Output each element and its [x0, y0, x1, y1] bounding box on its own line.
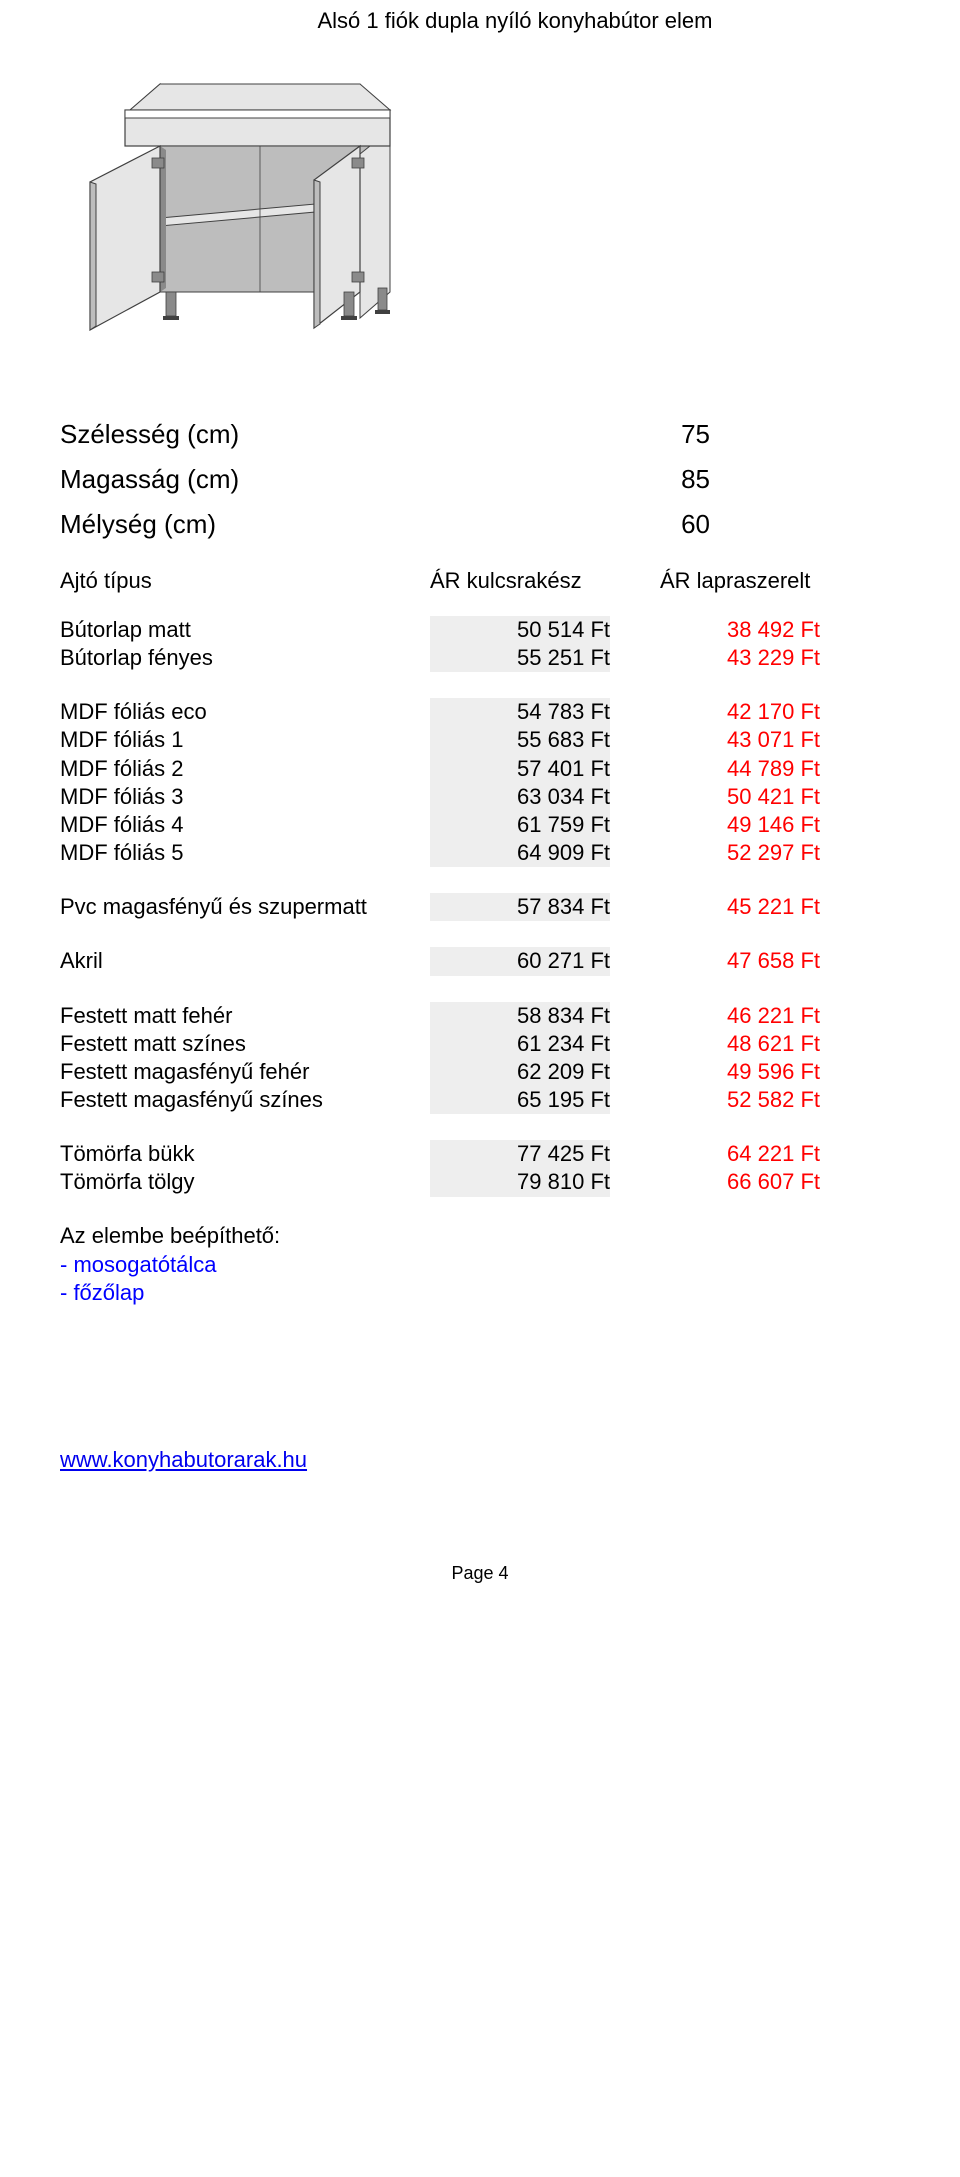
price-ready: 60 271 Ft [430, 947, 610, 975]
table-row: Bútorlap fényes55 251 Ft43 229 Ft [60, 644, 900, 672]
builtin-item: - főzőlap [60, 1279, 900, 1307]
table-row: Bútorlap matt50 514 Ft38 492 Ft [60, 616, 900, 644]
price-ready: 57 401 Ft [430, 755, 610, 783]
table-row: Festett magasfényű színes65 195 Ft52 582… [60, 1086, 900, 1114]
table-row: Festett matt színes61 234 Ft48 621 Ft [60, 1030, 900, 1058]
builtin-title: Az elembe beépíthető: [60, 1223, 900, 1249]
price-flat: 49 596 Ft [610, 1058, 820, 1086]
row-label: Tömörfa bükk [60, 1140, 430, 1168]
dim-width: Szélesség (cm) 75 [60, 419, 900, 450]
price-flat: 64 221 Ft [610, 1140, 820, 1168]
dim-depth: Mélység (cm) 60 [60, 509, 900, 540]
footer-link[interactable]: www.konyhabutorarak.hu [60, 1447, 900, 1473]
price-flat: 47 658 Ft [610, 947, 820, 975]
price-flat: 66 607 Ft [610, 1168, 820, 1196]
page-title: Alsó 1 fiók dupla nyíló konyhabútor elem [130, 8, 900, 34]
price-ready: 57 834 Ft [430, 893, 610, 921]
price-ready: 50 514 Ft [430, 616, 610, 644]
row-label: MDF fóliás eco [60, 698, 430, 726]
table-row: MDF fóliás eco54 783 Ft42 170 Ft [60, 698, 900, 726]
page-number: Page 4 [60, 1563, 900, 1584]
price-ready: 58 834 Ft [430, 1002, 610, 1030]
price-table: Ajtó típus ÁR kulcsrakész ÁR lapraszerel… [60, 568, 900, 1197]
table-row: Festett matt fehér58 834 Ft46 221 Ft [60, 1002, 900, 1030]
row-label: MDF fóliás 3 [60, 783, 430, 811]
row-label: Festett magasfényű színes [60, 1086, 430, 1114]
row-label: Festett matt színes [60, 1030, 430, 1058]
dim-height: Magasság (cm) 85 [60, 464, 900, 495]
row-label: Festett matt fehér [60, 1002, 430, 1030]
table-row: MDF fóliás 363 034 Ft50 421 Ft [60, 783, 900, 811]
cabinet-illustration [60, 54, 900, 339]
dim-height-label: Magasság (cm) [60, 464, 570, 495]
price-ready: 54 783 Ft [430, 698, 610, 726]
price-ready: 63 034 Ft [430, 783, 610, 811]
row-label: Tömörfa tölgy [60, 1168, 430, 1196]
price-flat: 45 221 Ft [610, 893, 820, 921]
table-row: MDF fóliás 461 759 Ft49 146 Ft [60, 811, 900, 839]
table-row: Tömörfa bükk77 425 Ft64 221 Ft [60, 1140, 900, 1168]
price-flat: 43 071 Ft [610, 726, 820, 754]
row-label: Akril [60, 947, 430, 975]
header-price-flat: ÁR lapraszerelt [660, 568, 870, 594]
price-flat: 49 146 Ft [610, 811, 820, 839]
table-row: Pvc magasfényű és szupermatt57 834 Ft45 … [60, 893, 900, 921]
price-group: Festett matt fehér58 834 Ft46 221 FtFest… [60, 1002, 900, 1115]
price-ready: 61 234 Ft [430, 1030, 610, 1058]
dim-depth-value: 60 [570, 509, 710, 540]
price-flat: 52 582 Ft [610, 1086, 820, 1114]
row-label: MDF fóliás 5 [60, 839, 430, 867]
row-label: Bútorlap fényes [60, 644, 430, 672]
dim-depth-label: Mélység (cm) [60, 509, 570, 540]
price-ready: 55 683 Ft [430, 726, 610, 754]
dim-width-value: 75 [570, 419, 710, 450]
table-row: MDF fóliás 155 683 Ft43 071 Ft [60, 726, 900, 754]
table-row: Festett magasfényű fehér62 209 Ft49 596 … [60, 1058, 900, 1086]
price-ready: 55 251 Ft [430, 644, 610, 672]
table-row: MDF fóliás 564 909 Ft52 297 Ft [60, 839, 900, 867]
row-label: Bútorlap matt [60, 616, 430, 644]
price-ready: 79 810 Ft [430, 1168, 610, 1196]
header-door-type: Ajtó típus [60, 568, 430, 594]
builtin-block: Az elembe beépíthető: - mosogatótálca- f… [60, 1223, 900, 1307]
row-label: Festett magasfényű fehér [60, 1058, 430, 1086]
price-flat: 42 170 Ft [610, 698, 820, 726]
price-flat: 44 789 Ft [610, 755, 820, 783]
price-ready: 65 195 Ft [430, 1086, 610, 1114]
dim-height-value: 85 [570, 464, 710, 495]
price-ready: 62 209 Ft [430, 1058, 610, 1086]
row-label: Pvc magasfényű és szupermatt [60, 893, 430, 921]
price-group: MDF fóliás eco54 783 Ft42 170 FtMDF fóli… [60, 698, 900, 867]
price-ready: 61 759 Ft [430, 811, 610, 839]
price-flat: 38 492 Ft [610, 616, 820, 644]
table-row: Tömörfa tölgy79 810 Ft66 607 Ft [60, 1168, 900, 1196]
price-flat: 48 621 Ft [610, 1030, 820, 1058]
price-ready: 77 425 Ft [430, 1140, 610, 1168]
table-row: MDF fóliás 257 401 Ft44 789 Ft [60, 755, 900, 783]
price-flat: 46 221 Ft [610, 1002, 820, 1030]
table-row: Akril60 271 Ft47 658 Ft [60, 947, 900, 975]
dim-width-label: Szélesség (cm) [60, 419, 570, 450]
price-group: Akril60 271 Ft47 658 Ft [60, 947, 900, 975]
price-flat: 50 421 Ft [610, 783, 820, 811]
row-label: MDF fóliás 4 [60, 811, 430, 839]
header-price-ready: ÁR kulcsrakész [430, 568, 660, 594]
price-flat: 43 229 Ft [610, 644, 820, 672]
price-ready: 64 909 Ft [430, 839, 610, 867]
price-group: Bútorlap matt50 514 Ft38 492 FtBútorlap … [60, 616, 900, 672]
table-header: Ajtó típus ÁR kulcsrakész ÁR lapraszerel… [60, 568, 900, 594]
price-flat: 52 297 Ft [610, 839, 820, 867]
row-label: MDF fóliás 2 [60, 755, 430, 783]
row-label: MDF fóliás 1 [60, 726, 430, 754]
dimensions-block: Szélesség (cm) 75 Magasság (cm) 85 Mélys… [60, 419, 900, 540]
price-group: Tömörfa bükk77 425 Ft64 221 FtTömörfa tö… [60, 1140, 900, 1196]
price-group: Pvc magasfényű és szupermatt57 834 Ft45 … [60, 893, 900, 921]
builtin-item: - mosogatótálca [60, 1251, 900, 1279]
